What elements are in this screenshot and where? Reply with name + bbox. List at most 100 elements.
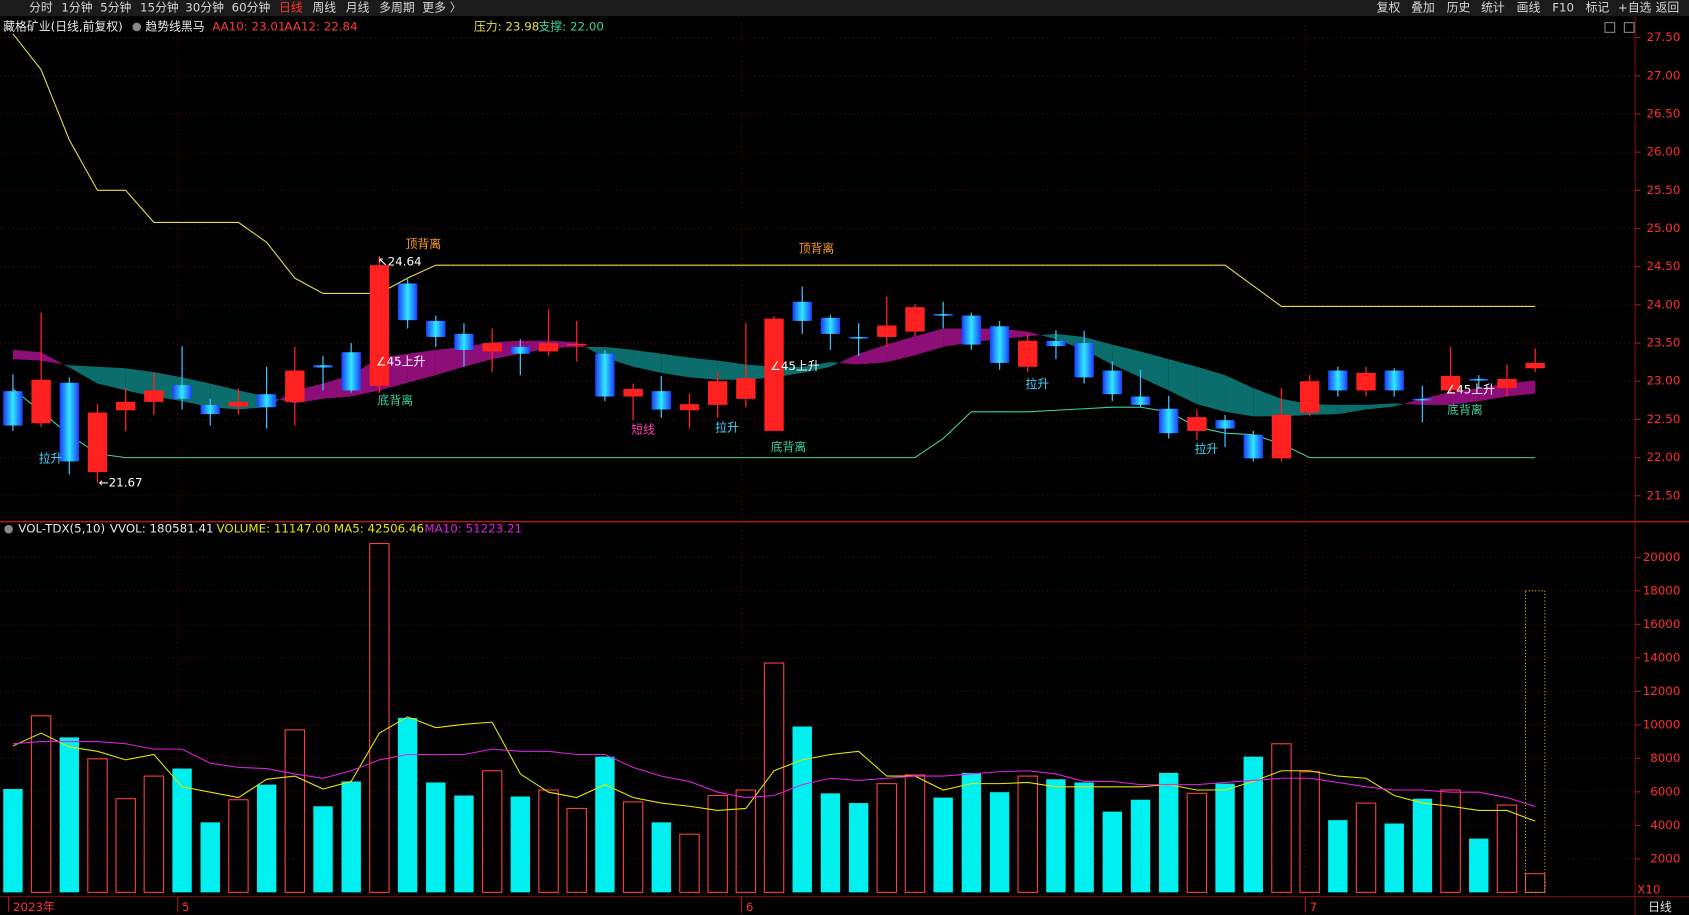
candle-body [1018, 340, 1038, 367]
toolbar-item[interactable]: 月线 [346, 1, 370, 15]
candle-body [426, 320, 446, 337]
volume-bar [341, 781, 361, 893]
candle-body [820, 317, 841, 334]
indicator-value: MA5: 42506.46 [334, 522, 424, 536]
toolbar-item[interactable]: 历史 [1447, 1, 1471, 15]
legend-item: AA12: 22.84 [284, 19, 357, 33]
y-tick-label: 2000 [1650, 851, 1680, 865]
band-fill [604, 346, 634, 367]
y-tick-label: 14000 [1643, 650, 1681, 664]
y-tick-label: 6000 [1650, 784, 1680, 798]
volume-bar [763, 662, 785, 893]
volume-bar [1243, 756, 1263, 893]
candle-body [595, 353, 615, 397]
band-fill [1040, 333, 1056, 340]
candle-body [877, 325, 897, 337]
period-label: 日线 [1648, 900, 1672, 914]
toolbar-item[interactable]: 叠加 [1411, 1, 1435, 15]
volume-bar [820, 793, 841, 893]
volume-bar [397, 717, 418, 893]
candle-body [707, 381, 728, 405]
candle-body [538, 343, 559, 352]
band-fill [1140, 351, 1169, 391]
volume-bar [961, 772, 982, 893]
volume-bar [595, 756, 615, 893]
ma-line [12, 716, 1536, 822]
toolbar-item[interactable]: 画线 [1517, 1, 1541, 15]
candle-body [1412, 398, 1433, 401]
y-tick-label: 24.50 [1646, 259, 1680, 273]
toolbar-item[interactable]: 周线 [312, 1, 336, 15]
toolbar-item[interactable]: 5分钟 [100, 1, 131, 15]
toolbar-item[interactable]: F10 [1552, 1, 1574, 15]
annotation: 拉升 [1025, 377, 1049, 391]
volume-bar [454, 795, 474, 893]
annotation: 顶背离 [406, 237, 442, 251]
volume-bar [1102, 811, 1123, 893]
band-fill [1253, 388, 1282, 417]
volume-bar [1186, 792, 1208, 893]
toolbar-item[interactable]: 标记 [1586, 1, 1610, 15]
toolbar-item[interactable]: 60分钟 [232, 1, 271, 15]
annotation: 底背离 [1447, 403, 1483, 417]
indicator-name: 趋势线黑马 [145, 19, 204, 33]
x-tick-label: 5 [182, 900, 190, 914]
candle-body [1074, 343, 1094, 378]
band-fill [858, 344, 887, 365]
toolbar-item[interactable]: +自选 [1618, 1, 1652, 15]
candle-body [1525, 362, 1545, 369]
indicator-dot [4, 524, 13, 534]
y-tick-label: 4000 [1650, 818, 1680, 832]
x-tick-label: 2023年 [13, 900, 55, 914]
toolbar-item[interactable]: 1分钟 [61, 1, 92, 15]
toolbar-item[interactable]: 分时 [29, 1, 53, 15]
volume-bar [59, 737, 79, 893]
candle-body [1243, 434, 1263, 459]
indicator-value: MA10: 51223.21 [424, 522, 522, 536]
candle-body [228, 401, 249, 407]
candle-body [651, 391, 671, 410]
legend-item: 支撑: 22.00 [539, 19, 604, 33]
annotation: 拉升 [1195, 442, 1219, 456]
candle-body [989, 326, 1010, 363]
candle-body [482, 343, 502, 352]
volume-bar [1440, 789, 1461, 893]
volume-bar [87, 758, 108, 893]
candle-body [31, 379, 51, 424]
volume-bar [1328, 820, 1348, 893]
toolbar-item[interactable]: 15分钟 [140, 1, 179, 15]
volume-bar [1215, 783, 1235, 893]
volume-bar [426, 782, 446, 893]
y-tick-label: 10000 [1643, 717, 1681, 731]
candle-body [313, 365, 333, 368]
toolbar-item[interactable]: 复权 [1377, 1, 1401, 15]
toolbar-item[interactable]: 多周期 [379, 1, 415, 15]
panel-icon[interactable] [1623, 22, 1635, 33]
band-fill [1422, 391, 1451, 405]
volume-bar [933, 797, 953, 893]
candle-body [1271, 414, 1292, 459]
candle-body [1159, 408, 1179, 434]
toolbar-item[interactable]: 统计 [1481, 1, 1505, 15]
toolbar-item[interactable]: 更多 〉 [422, 1, 461, 15]
candle-body [3, 391, 23, 426]
annotation: 底背离 [378, 393, 414, 407]
y-tick-label: 26.50 [1646, 106, 1680, 120]
volume-bar [1074, 782, 1094, 893]
y-tick-label: 27.00 [1646, 68, 1680, 82]
volume-bar [143, 775, 165, 893]
candle-body [961, 315, 982, 345]
candle-body [1356, 372, 1376, 391]
annotation: 顶背离 [799, 241, 835, 255]
annotation: 拉升 [715, 420, 739, 434]
candle-body [397, 283, 418, 321]
volume-bar [510, 796, 531, 893]
volume-bar [1130, 799, 1151, 893]
toolbar-item[interactable]: 日线 [279, 1, 303, 15]
volume-bar [481, 770, 503, 893]
candle-body [256, 394, 277, 408]
panel-icon[interactable] [1604, 22, 1616, 33]
toolbar-item[interactable]: 30分钟 [185, 1, 224, 15]
toolbar-item[interactable]: 返回 [1656, 1, 1680, 15]
band-fill [1168, 359, 1197, 405]
